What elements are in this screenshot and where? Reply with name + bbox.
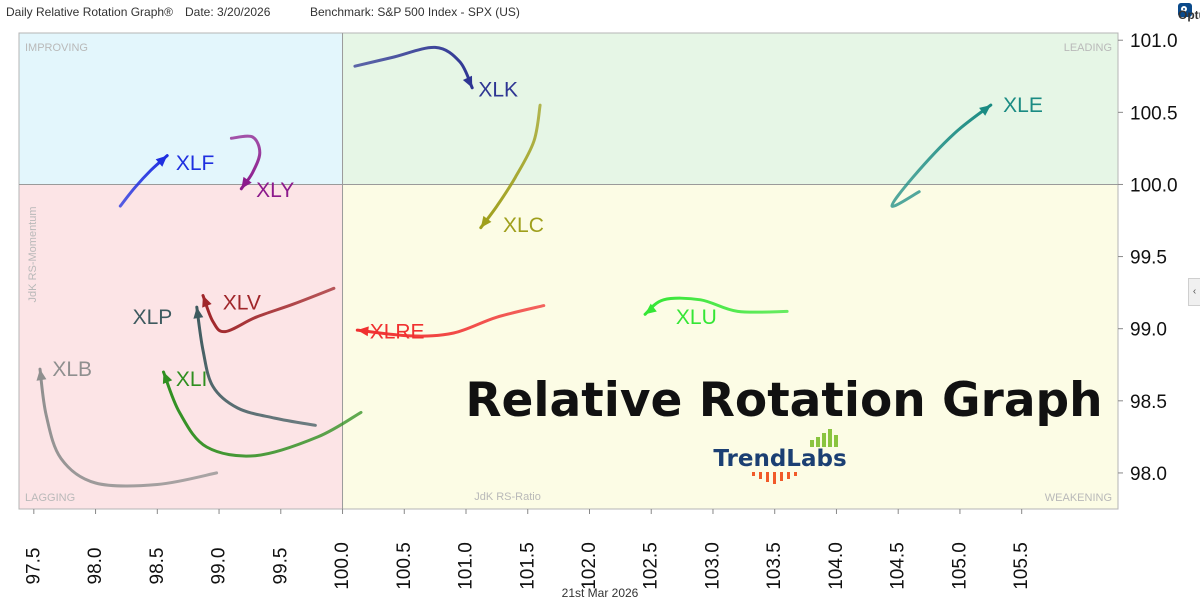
x-tick-label: 102.0	[579, 542, 600, 590]
series-tail-xli	[162, 370, 363, 458]
series-head-xlv	[202, 295, 212, 308]
x-tick-label: 100.5	[394, 542, 415, 590]
quadrant-lagging	[19, 184, 343, 510]
x-tick-label: 100.0	[332, 542, 353, 590]
chart-header: Daily Relative Rotation Graph® Date: 3/2…	[0, 0, 1200, 24]
trendlabs-logo-text: TrendLabs	[713, 446, 846, 472]
x-tick-label: 103.0	[702, 542, 723, 590]
y-tick-label: 98.0	[1130, 464, 1167, 485]
series-label-xlb: XLB	[52, 358, 92, 381]
series-tail-xlk	[353, 45, 474, 90]
series-tail-xlc	[479, 103, 542, 230]
quadrant-improving	[19, 33, 343, 185]
series-label-xlf: XLF	[176, 152, 215, 175]
trendlabs-logo-bar	[834, 435, 838, 447]
quadrant-label-improving: IMPROVING	[25, 42, 88, 54]
trendlabs-logo-wave	[752, 472, 755, 476]
trendlabs-logo-wave	[780, 472, 783, 481]
trendlabs-logo-bar	[828, 429, 832, 447]
trendlabs-logo-wave	[794, 472, 797, 476]
y-tick-label: 101.0	[1130, 31, 1178, 52]
series-tail-xly	[229, 134, 262, 191]
y-tick-label: 98.5	[1130, 392, 1167, 413]
quadrant-weakening	[342, 184, 1118, 510]
trendlabs-logo-wave	[766, 472, 769, 482]
side-panel-toggle[interactable]: ‹	[1188, 278, 1200, 306]
series-tail-xlb	[38, 367, 219, 488]
chart-date: Date: 3/20/2026	[185, 5, 271, 19]
footer-date: 21st Mar 2026	[561, 586, 639, 600]
series-label-xlk: XLK	[478, 78, 518, 101]
quadrant-label-lagging: LAGGING	[25, 492, 75, 504]
trendlabs-logo-bar	[822, 433, 826, 447]
optuma-logo-text: Optuma	[1178, 8, 1200, 22]
y-tick-label: 100.5	[1130, 103, 1178, 124]
quadrant-label-leading: LEADING	[1064, 42, 1112, 54]
series-head-xli	[162, 372, 173, 384]
series-head-xlp	[193, 307, 204, 319]
x-axis-label: JdK RS-Ratio	[474, 491, 541, 503]
series-head-xlb	[36, 369, 47, 381]
quadrant-leading	[342, 33, 1118, 185]
series-label-xlre: XLRE	[370, 321, 425, 344]
series-head-xlc	[480, 215, 492, 228]
series-tail-xlre	[355, 304, 546, 338]
trendlabs-logo-wave	[773, 472, 776, 484]
series-head-xlre	[357, 326, 369, 337]
series-label-xlp: XLP	[133, 306, 173, 329]
x-tick-label: 97.5	[23, 548, 44, 585]
x-tick-label: 104.0	[826, 542, 847, 590]
y-axis-label: JdK RS-Momentum	[27, 206, 39, 302]
series-label-xle: XLE	[1003, 94, 1043, 117]
series-head-xly	[241, 176, 252, 189]
series-head-xlk	[462, 75, 473, 88]
x-tick-label: 101.0	[456, 542, 477, 590]
x-tick-label: 99.5	[270, 548, 291, 585]
x-tick-label: 105.0	[949, 542, 970, 590]
x-tick-label: 99.0	[209, 548, 230, 585]
series-tail-xle	[890, 103, 993, 208]
chart-title: Daily Relative Rotation Graph®	[6, 5, 173, 19]
y-tick-label: 100.0	[1130, 175, 1178, 196]
series-label-xlv: XLV	[223, 292, 261, 315]
series-head-xlf	[155, 155, 168, 167]
y-tick-label: 99.5	[1130, 248, 1167, 269]
optuma-logo: Optuma	[1178, 3, 1200, 22]
trendlabs-logo-wave	[759, 472, 762, 479]
series-label-xli: XLI	[176, 368, 208, 391]
trendlabs-logo-bar	[810, 440, 814, 447]
benchmark-label: Benchmark: S&P 500 Index - SPX (US)	[310, 5, 520, 19]
series-tail-xlu	[643, 296, 789, 316]
x-tick-label: 101.5	[517, 542, 538, 590]
x-tick-label: 102.5	[641, 542, 662, 590]
x-tick-label: 104.5	[888, 542, 909, 590]
optuma-logo-icon	[1178, 3, 1192, 17]
series-head-xle	[979, 105, 991, 116]
plot-border	[18, 32, 1119, 510]
x-tick-label: 103.5	[764, 542, 785, 590]
x-tick-label: 105.5	[1011, 542, 1032, 590]
series-head-xlu	[645, 303, 657, 315]
series-tail-xlv	[201, 286, 336, 334]
x-tick-label: 98.5	[147, 548, 168, 585]
series-tail-xlp	[195, 305, 317, 427]
series-label-xly: XLY	[256, 179, 294, 202]
y-tick-label: 99.0	[1130, 320, 1167, 341]
x-tick-label: 98.0	[85, 548, 106, 585]
series-label-xlu: XLU	[676, 306, 717, 329]
watermark-title: Relative Rotation Graph	[465, 373, 1102, 428]
trendlabs-logo-bar	[816, 437, 820, 447]
trendlabs-logo-wave	[787, 472, 790, 479]
series-label-xlc: XLC	[503, 214, 544, 237]
quadrant-label-weakening: WEAKENING	[1045, 492, 1112, 504]
